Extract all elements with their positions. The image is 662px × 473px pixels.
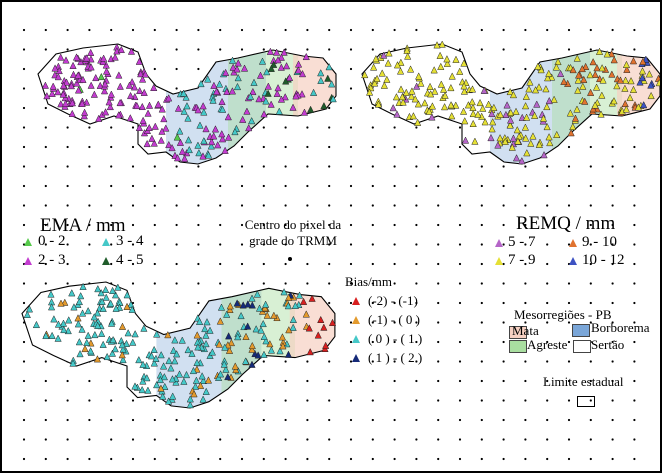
remq-class-3-label: 7 - 9	[508, 252, 536, 268]
meso-borborema-swatch	[572, 324, 590, 337]
bias-class-4-icon	[352, 354, 360, 362]
remq-class-2-icon	[569, 239, 577, 247]
ema-map	[37, 43, 337, 165]
bias-class-3-label: ( 0 ) - ( 1 )	[368, 331, 423, 346]
bias-class-4-label: ( 1 ) - ( 2 )	[368, 350, 423, 365]
state-limit-label: Limite estadual	[543, 374, 624, 389]
remq-class-3-icon	[495, 257, 503, 265]
bias-class-2-label: (-1) - ( 0 )	[368, 312, 420, 327]
bias-map	[21, 281, 337, 409]
ema-legend-title: EMA / mm	[40, 215, 126, 236]
ema-class-4-icon	[102, 257, 110, 265]
state-limit-swatch	[577, 396, 595, 407]
remq-class-1-label: 5 - 7	[508, 234, 536, 250]
remq-legend-title: REMQ / mm	[516, 213, 616, 234]
ema-class-3-label: 2 - 3	[38, 252, 66, 268]
ema-class-1-icon	[24, 238, 32, 246]
ema-class-1-label: 0 - 2	[38, 233, 66, 249]
remq-class-2-label: 9 - 10	[582, 234, 617, 250]
bias-class-2-icon	[352, 316, 360, 324]
meso-mata-swatch	[509, 326, 527, 339]
remq-map	[361, 40, 660, 165]
ema-class-2-label: 3 - 4	[116, 233, 144, 249]
meso-borborema-label: Borborema	[591, 320, 650, 335]
meso-sertao-label: Sertão	[591, 337, 625, 352]
meso-sertao-swatch	[573, 340, 591, 353]
grid-point-icon	[288, 257, 292, 261]
bias-class-1-icon	[352, 297, 360, 305]
remq-class-1-icon	[495, 239, 503, 247]
bias-class-3-icon	[352, 335, 360, 343]
ema-class-2-icon	[102, 238, 110, 246]
bias-class-1-label: (-2) - (-1)	[368, 293, 418, 308]
grid-note: Centro do pixel da grade do TRMM	[244, 217, 342, 248]
mesoregions-legend-title: Mesorregiões - PB	[514, 307, 612, 322]
meso-agreste-label: Agreste	[527, 337, 568, 352]
meso-agreste-swatch	[509, 340, 527, 353]
ema-class-3-icon	[24, 257, 32, 265]
meso-mata-label: Mata	[512, 323, 539, 338]
remq-class-4-label: 10 - 12	[582, 252, 625, 268]
ema-class-4-label: 4 - 5	[116, 252, 144, 268]
remq-class-4-icon	[569, 257, 577, 265]
bias-legend-title: Bias/mm	[345, 274, 392, 289]
